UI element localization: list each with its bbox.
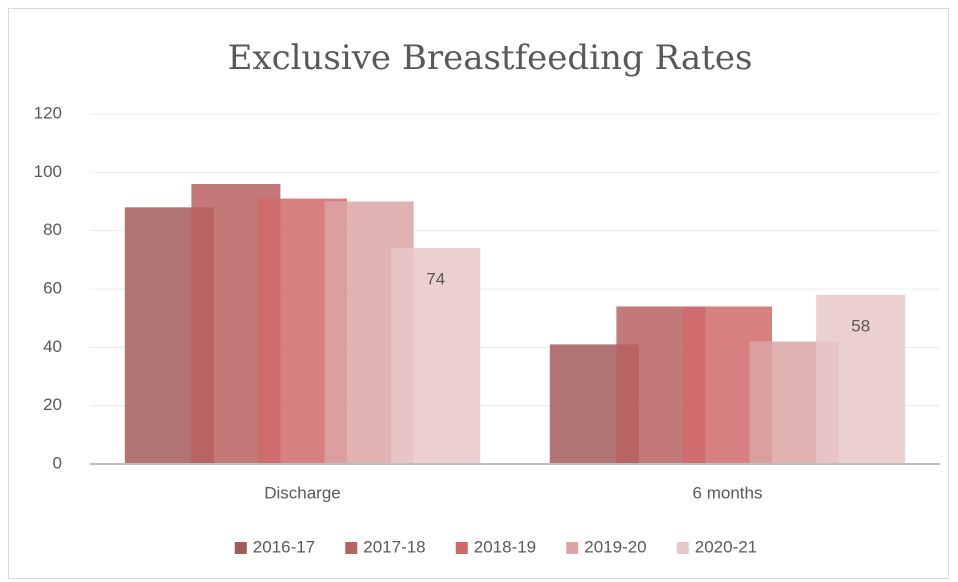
chart-title: Exclusive Breastfeeding Rates — [228, 38, 753, 78]
legend-swatch — [566, 542, 579, 554]
data-label: 74 — [426, 270, 445, 289]
data-label: 58 — [851, 316, 870, 335]
legend-swatch — [345, 542, 358, 554]
y-tick-label: 20 — [43, 395, 62, 414]
y-tick-label: 0 — [53, 453, 62, 472]
legend-swatch — [234, 542, 247, 554]
y-tick-label: 120 — [34, 103, 62, 122]
y-tick-label: 60 — [43, 278, 62, 297]
legend-label: 2017-18 — [363, 537, 425, 556]
y-tick-label: 80 — [43, 220, 62, 239]
y-tick-label: 40 — [43, 337, 62, 356]
legend-swatch — [676, 542, 689, 554]
legend-label: 2016-17 — [253, 537, 315, 556]
bar — [816, 294, 906, 464]
y-tick-label: 100 — [34, 162, 62, 181]
x-tick-label: 6 months — [693, 483, 763, 502]
x-tick-label: Discharge — [264, 483, 341, 502]
legend-label: 2018-19 — [474, 537, 536, 556]
legend-label: 2020-21 — [695, 537, 757, 556]
legend-label: 2019-20 — [584, 537, 646, 556]
legend-swatch — [455, 542, 468, 554]
bar — [391, 248, 481, 464]
